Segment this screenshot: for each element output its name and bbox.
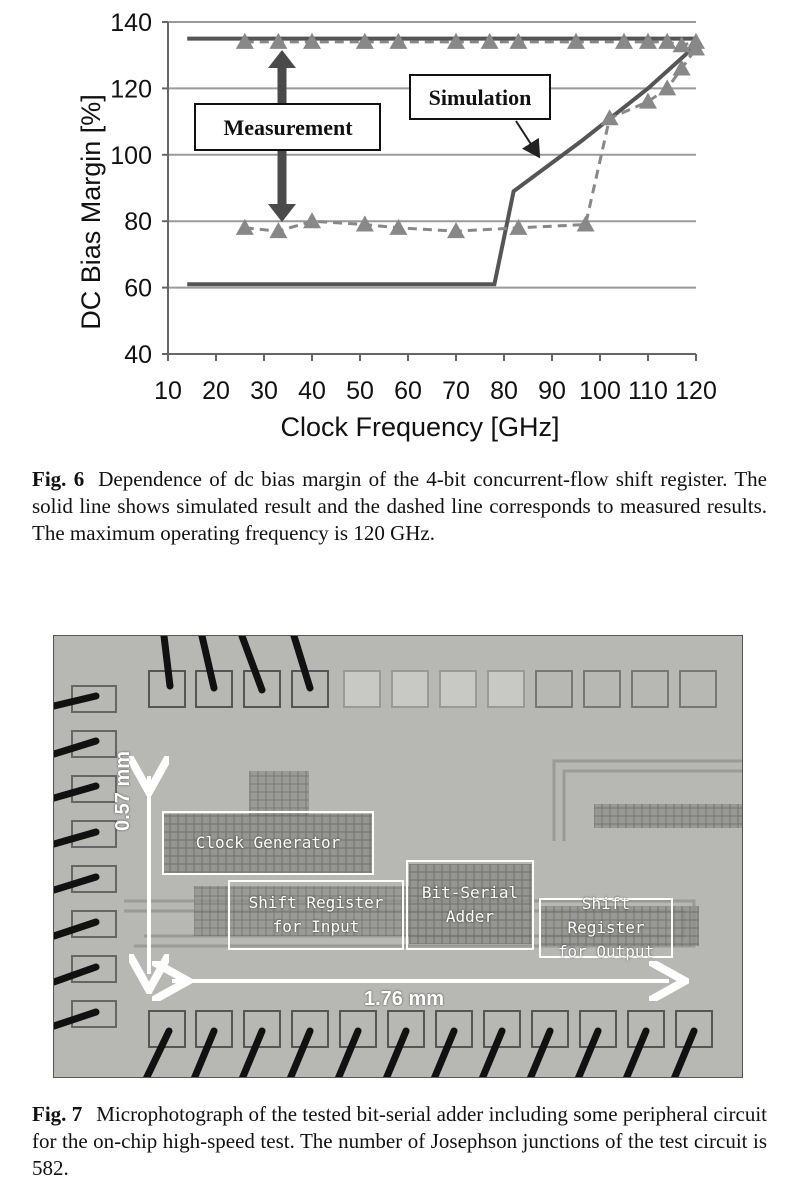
bond-wires [54,636,698,1077]
x-tick-label: 10 [154,377,182,405]
series-lines [187,32,705,287]
data-point-marker [303,212,321,229]
chart-axes [167,22,696,355]
data-point-marker [447,222,465,239]
fig7-caption: Fig. 7 Microphotograph of the tested bit-… [32,1101,767,1182]
x-tick-labels: 10 20 30 40 50 60 70 80 90 100 110 120 [154,377,717,405]
data-point-marker [355,215,374,232]
bottom-bond-pads [148,1010,713,1048]
dimension-arrows [149,776,669,981]
chip-layout-illustration [54,636,742,1077]
x-tick-label: 30 [250,377,278,405]
data-point-marker [303,32,321,49]
data-point-marker [658,32,677,49]
width-dimension-label: 1.76 mm [364,988,445,1010]
clock-generator-label: Clock Generator [195,833,341,852]
x-axis-title: Clock Frequency [GHz] [280,412,559,442]
data-point-marker [509,218,528,235]
fig7-caption-text: Microphotograph of the tested bit-serial… [32,1102,767,1180]
data-point-marker [235,32,254,49]
fig7-caption-number: Fig. 7 [32,1102,83,1126]
shift-register-output-label-1: Shift Register [567,894,645,937]
y-tick-labels: 40 60 80 100 120 140 [110,9,152,369]
data-point-marker [615,32,633,49]
clock-generator-block: Clock Generator [162,811,374,875]
data-point-marker [389,218,408,235]
y-tick-label: 120 [110,75,152,103]
x-tick-label: 100 [579,377,621,405]
data-point-marker [639,92,657,109]
circuit-textures [164,771,742,946]
left-bond-pads [71,685,117,1028]
fig6-caption: Fig. 6 Dependence of dc bias margin of th… [32,466,767,547]
y-tick-label: 40 [124,341,152,369]
shift-register-output-label-2: for Output [557,942,655,961]
fig7-microphotograph: Clock Generator Shift Register for Input… [53,635,743,1078]
series-line-3 [244,40,697,47]
x-tick-label: 110 [628,377,668,405]
x-tick-label: 60 [394,377,422,405]
bit-serial-adder-label-2: Adder [445,907,495,926]
shift-register-input-label-2: for Input [272,917,360,936]
data-point-marker [687,39,705,56]
data-point-marker [235,218,254,235]
measurement-callout: Measurement [194,103,381,151]
simulation-callout: Simulation [409,74,551,159]
series-line-2 [187,43,698,287]
bit-serial-adder-block: Bit-Serial Adder [406,860,534,950]
y-tick-label: 100 [110,142,152,170]
y-tick-label: 140 [110,9,152,37]
shift-register-output-block: Shift Register for Output [539,894,673,961]
measurement-label: Measurement [223,115,353,140]
simulation-label: Simulation [429,85,532,110]
data-point-marker [269,32,288,49]
x-tick-label: 90 [538,377,566,405]
fig6-caption-text: Dependence of dc bias margin of the 4-bi… [32,467,767,545]
shift-register-input-label-1: Shift Register [248,893,384,912]
data-point-marker [269,222,288,239]
data-point-marker [576,215,595,232]
y-tick-label: 80 [124,208,152,236]
height-dimension-label: 0.57 mm [112,750,134,831]
data-point-marker [355,32,374,49]
x-tick-label: 70 [442,377,470,405]
shift-register-input-block: Shift Register for Input [228,880,404,950]
data-point-marker [480,32,499,49]
grid-lines [162,21,697,361]
x-tick-label: 120 [675,377,717,405]
data-point-marker [389,32,408,49]
x-tick-label: 80 [490,377,518,405]
bit-serial-adder-label-1: Bit-Serial [421,883,519,902]
top-bond-pads [148,670,717,708]
data-point-marker [567,32,585,49]
data-point-marker [658,79,677,96]
data-point-marker [600,109,619,126]
data-point-marker [639,32,657,49]
x-tick-label: 40 [298,377,326,405]
data-point-marker [509,32,528,49]
y-axis-title: DC Bias Margin [%] [76,94,106,330]
y-tick-label: 60 [124,275,152,303]
data-point-marker [447,32,465,49]
data-point-marker [672,59,691,76]
x-tick-label: 20 [202,377,230,405]
data-point-marker [672,36,691,53]
fig6-caption-number: Fig. 6 [32,467,85,491]
x-tick-label: 50 [346,377,374,405]
